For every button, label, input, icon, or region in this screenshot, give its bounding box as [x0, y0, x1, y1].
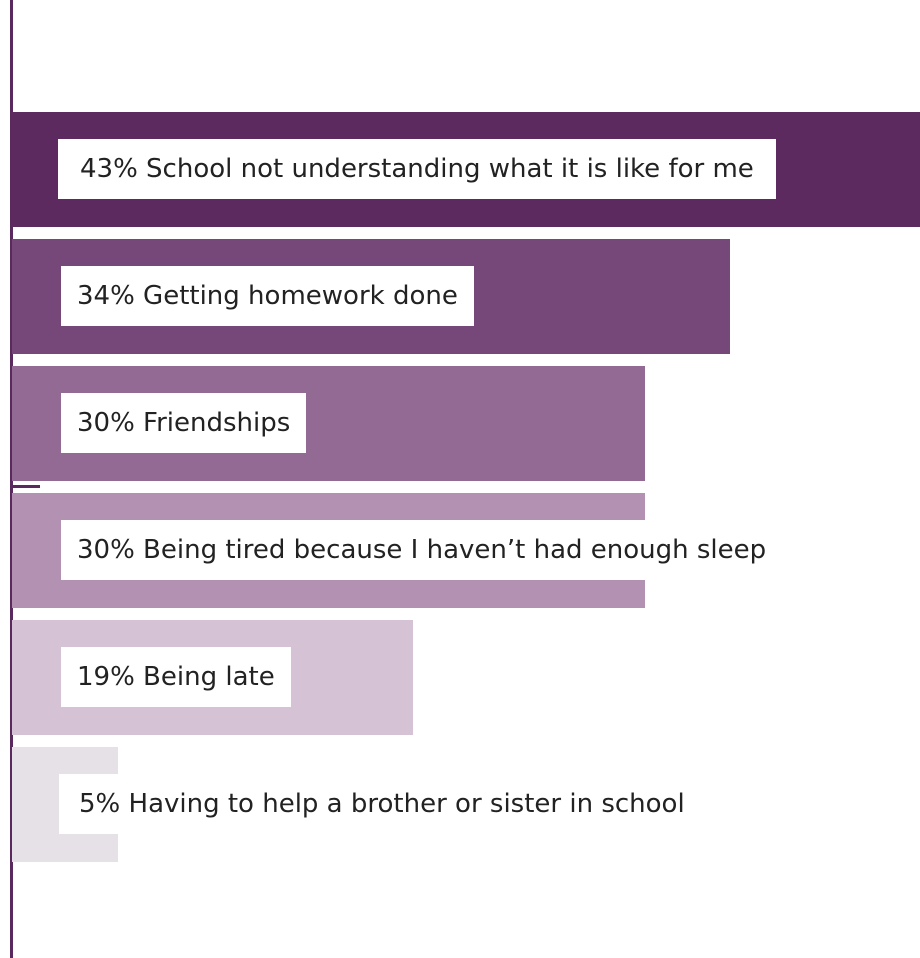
bar-6: 5% Having to help a brother or sister in… [12, 747, 118, 862]
bar-label-4: 30% Being tired because I haven’t had en… [61, 520, 782, 580]
bar-label-5: 19% Being late [61, 647, 291, 707]
bar-4: 30% Being tired because I haven’t had en… [12, 493, 645, 608]
axis-tick-mark [10, 485, 40, 488]
bar-1: 43% School not understanding what it is … [12, 112, 920, 227]
bar-2: 34% Getting homework done [12, 239, 730, 354]
bar-label-3: 30% Friendships [61, 393, 306, 453]
bar-label-2: 34% Getting homework done [61, 266, 474, 326]
bar-label-6: 5% Having to help a brother or sister in… [59, 774, 705, 834]
bar-5: 19% Being late [12, 620, 413, 735]
bar-label-1: 43% School not understanding what it is … [58, 139, 776, 199]
bar-3: 30% Friendships [12, 366, 645, 481]
